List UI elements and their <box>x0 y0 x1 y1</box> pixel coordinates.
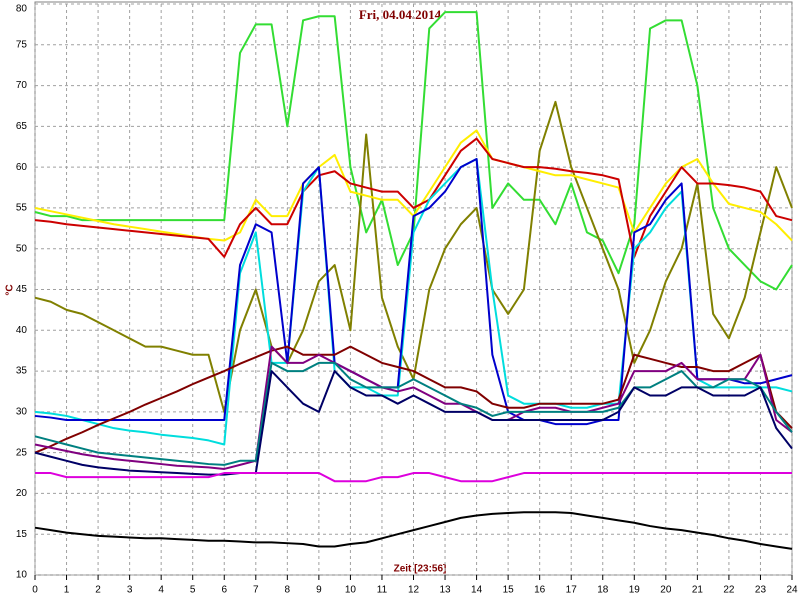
series-line <box>34 361 793 466</box>
series-line <box>34 157 793 426</box>
x-tick-label: 13 <box>439 585 451 596</box>
x-tick-label: 4 <box>158 585 164 596</box>
series-line <box>34 157 793 446</box>
x-tick-label: 24 <box>786 585 798 596</box>
series-line <box>34 370 793 476</box>
y-tick-label: 75 <box>16 39 28 50</box>
y-tick-label: 80 <box>16 4 28 15</box>
x-tick-label: 21 <box>692 585 704 596</box>
x-tick-label: 0 <box>32 585 38 596</box>
series-line <box>34 345 793 454</box>
x-tick-label: 6 <box>221 585 227 596</box>
x-tick-label: 22 <box>723 585 735 596</box>
series-line <box>35 472 792 483</box>
y-tick-label: 30 <box>16 406 28 417</box>
x-tick-label: 5 <box>190 585 196 596</box>
x-tick-label: 10 <box>345 585 357 596</box>
y-tick-label: 35 <box>16 366 28 377</box>
y-tick-label: 25 <box>16 447 28 458</box>
series-line <box>34 511 793 550</box>
x-tick-label: 8 <box>285 585 291 596</box>
x-tick-label: 14 <box>471 585 483 596</box>
y-tick-label: 45 <box>16 284 28 295</box>
x-tick-label: 3 <box>127 585 133 596</box>
x-tick-label: 15 <box>503 585 515 596</box>
chart-title: Fri, 04.04.2014 <box>359 7 442 22</box>
series-line <box>34 137 793 258</box>
series-line <box>34 345 793 470</box>
x-tick-label: 18 <box>597 585 609 596</box>
x-tick-label: 7 <box>253 585 259 596</box>
y-tick-label: 65 <box>16 121 28 132</box>
x-tick-label: 11 <box>377 585 388 596</box>
y-tick-label: 70 <box>16 80 28 91</box>
x-tick-label: 2 <box>95 585 101 596</box>
y-tick-label: 60 <box>16 162 28 173</box>
y-tick-label: 40 <box>16 325 28 336</box>
x-tick-label: 12 <box>408 585 420 596</box>
x-tick-label: 23 <box>755 585 767 596</box>
x-axis-label: Zeit [23:56] <box>394 564 447 575</box>
y-tick-label: 20 <box>16 488 28 499</box>
x-tick-label: 17 <box>566 585 578 596</box>
y-tick-label: 10 <box>16 570 28 581</box>
x-tick-label: 19 <box>629 585 641 596</box>
y-tick-label: 15 <box>16 529 28 540</box>
y-tick-label: 55 <box>16 203 28 214</box>
x-tick-label: 9 <box>316 585 322 596</box>
y-axis-label: °C <box>5 284 16 295</box>
x-tick-label: 20 <box>660 585 672 596</box>
x-tick-label: 1 <box>64 585 70 596</box>
x-tick-label: 16 <box>534 585 546 596</box>
y-tick-label: 50 <box>16 243 28 254</box>
